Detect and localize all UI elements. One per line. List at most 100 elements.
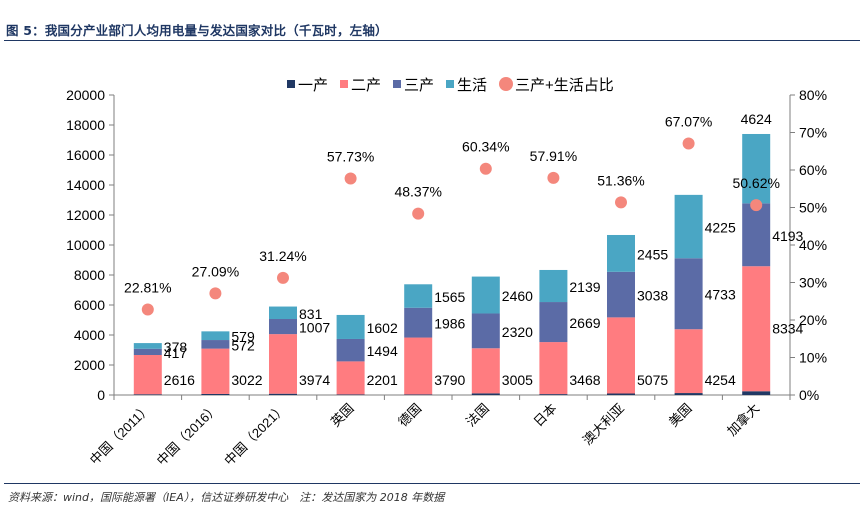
bar-segment-3 — [269, 319, 297, 335]
bar-segment-3 — [539, 302, 568, 343]
right-tick-label: 50% — [799, 200, 827, 216]
axes: 0 2000 4000 6000 8000 10000 12000 14000 16000 180… — [66, 87, 827, 403]
bar-segment-3 — [201, 340, 230, 349]
right-tick-label: 80% — [799, 87, 827, 103]
bar-segment-1 — [471, 393, 500, 395]
right-tick-label: 0% — [799, 387, 819, 403]
ratio-point — [479, 162, 492, 175]
legend-swatch — [446, 80, 454, 88]
data-label: 572 — [231, 337, 255, 353]
bar-segment-1 — [404, 394, 433, 395]
data-label: 8334 — [772, 321, 803, 337]
legend-label: 三产+生活占比 — [515, 77, 614, 94]
figure-title: 图 5：我国分产业部门人均用电量与发达国家对比（千瓦时，左轴） — [6, 23, 388, 38]
right-tick-label: 60% — [799, 162, 827, 178]
ratio-label: 22.81% — [124, 279, 171, 295]
data-label: 1494 — [367, 343, 398, 359]
bar-segment-4 — [674, 194, 703, 259]
bar-segment-2 — [336, 361, 365, 395]
data-label: 3022 — [231, 372, 262, 388]
data-label: 2320 — [502, 324, 533, 340]
title-rule — [4, 40, 860, 41]
right-tick-label: 40% — [799, 237, 827, 253]
ratio-point — [682, 137, 695, 150]
data-label: 3038 — [637, 288, 668, 304]
data-label: 2455 — [637, 246, 668, 262]
ratio-point — [277, 271, 289, 284]
ratio-label: 57.73% — [327, 149, 374, 165]
ratio-point — [344, 172, 357, 185]
bar-segment-4 — [269, 306, 297, 320]
x-tick-label: 中国（2016） — [154, 401, 222, 469]
bar-segment-4 — [336, 314, 365, 339]
legend-swatch — [499, 77, 513, 91]
left-tick-label: 20000 — [66, 87, 105, 103]
ratio-label: 50.62% — [732, 175, 779, 191]
bar-segment-3 — [133, 348, 162, 356]
bar-segment-1 — [742, 391, 771, 395]
bar-segment-2 — [201, 348, 230, 394]
right-tick-label: 30% — [799, 275, 827, 291]
x-tick-label: 德国 — [395, 401, 424, 430]
bar-segment-2 — [269, 334, 297, 394]
bar-segment-4 — [133, 343, 162, 349]
legend-swatch — [340, 80, 348, 88]
x-tick-labels: 中国（2011） 中国（2016） 中国（2021） 英国 德国 法国 日本 澳大利亚 美国 加拿… — [87, 401, 763, 469]
bar-segment-1 — [336, 394, 365, 395]
left-tick-label: 8000 — [74, 267, 105, 283]
bar-segment-1 — [133, 394, 162, 395]
left-tick-label: 10000 — [66, 237, 105, 253]
ratio-point — [141, 303, 154, 316]
data-label: 3790 — [434, 372, 465, 388]
x-tick-label: 英国 — [328, 401, 357, 430]
data-label: 3468 — [569, 372, 600, 388]
x-tick-label: 法国 — [463, 401, 492, 430]
right-tick-label: 70% — [799, 125, 827, 141]
chart: 一产 二产 三产 生活 三产+生活占比 0 2000 4000 6000 8000 10000 12… — [66, 77, 827, 469]
bar-segment-2 — [404, 337, 433, 395]
bar-segment-2 — [607, 317, 635, 394]
data-label: 1986 — [434, 316, 465, 332]
bar-segment-4 — [607, 234, 635, 272]
bar-segment-2 — [539, 342, 568, 395]
bar-segment-3 — [336, 338, 365, 362]
legend-swatch — [287, 80, 295, 88]
data-label: 2139 — [569, 279, 600, 295]
bar-segment-4 — [404, 284, 433, 308]
data-label: 4733 — [705, 287, 736, 303]
bar-segment-2 — [674, 329, 703, 394]
data-label: 2460 — [502, 288, 533, 304]
ratio-points: 22.81% 27.09% 31.24% 57.73% 48.37% 60.34% 57.9… — [124, 113, 780, 316]
left-tick-label: 4000 — [74, 327, 105, 343]
data-label: 1602 — [367, 320, 398, 336]
ratio-label: 60.34% — [462, 139, 509, 155]
data-label: 4254 — [705, 372, 736, 388]
legend: 一产 二产 三产 生活 三产+生活占比 — [287, 77, 614, 94]
legend-label: 生活 — [457, 77, 487, 94]
source-note: 资料来源：wind，国际能源署（IEA），信达证券研发中心 注：发达国家为 20… — [8, 491, 445, 504]
data-label: 1007 — [299, 320, 330, 336]
data-label: 4624 — [741, 111, 772, 127]
legend-label: 一产 — [298, 77, 328, 94]
x-tick-label: 澳大利亚 — [580, 401, 627, 448]
ratio-point — [547, 171, 560, 184]
data-label: 5075 — [637, 372, 668, 388]
x-tick-label: 美国 — [666, 401, 695, 430]
bar-segment-1 — [607, 393, 635, 395]
legend-label: 二产 — [351, 77, 381, 94]
ratio-point — [209, 287, 222, 300]
data-label: 2669 — [569, 315, 600, 331]
left-tick-label: 2000 — [74, 357, 105, 373]
data-label: 417 — [164, 345, 188, 361]
bar-segment-3 — [607, 271, 635, 318]
bar-segment-4 — [742, 133, 771, 204]
left-tick-label: 12000 — [66, 207, 105, 223]
bars — [133, 133, 771, 395]
data-label: 3005 — [502, 372, 533, 388]
left-tick-label: 6000 — [74, 297, 105, 313]
bar-segment-4 — [471, 276, 500, 314]
bar-segment-1 — [539, 394, 568, 395]
legend-swatch — [393, 80, 401, 88]
data-label: 3974 — [299, 372, 330, 388]
